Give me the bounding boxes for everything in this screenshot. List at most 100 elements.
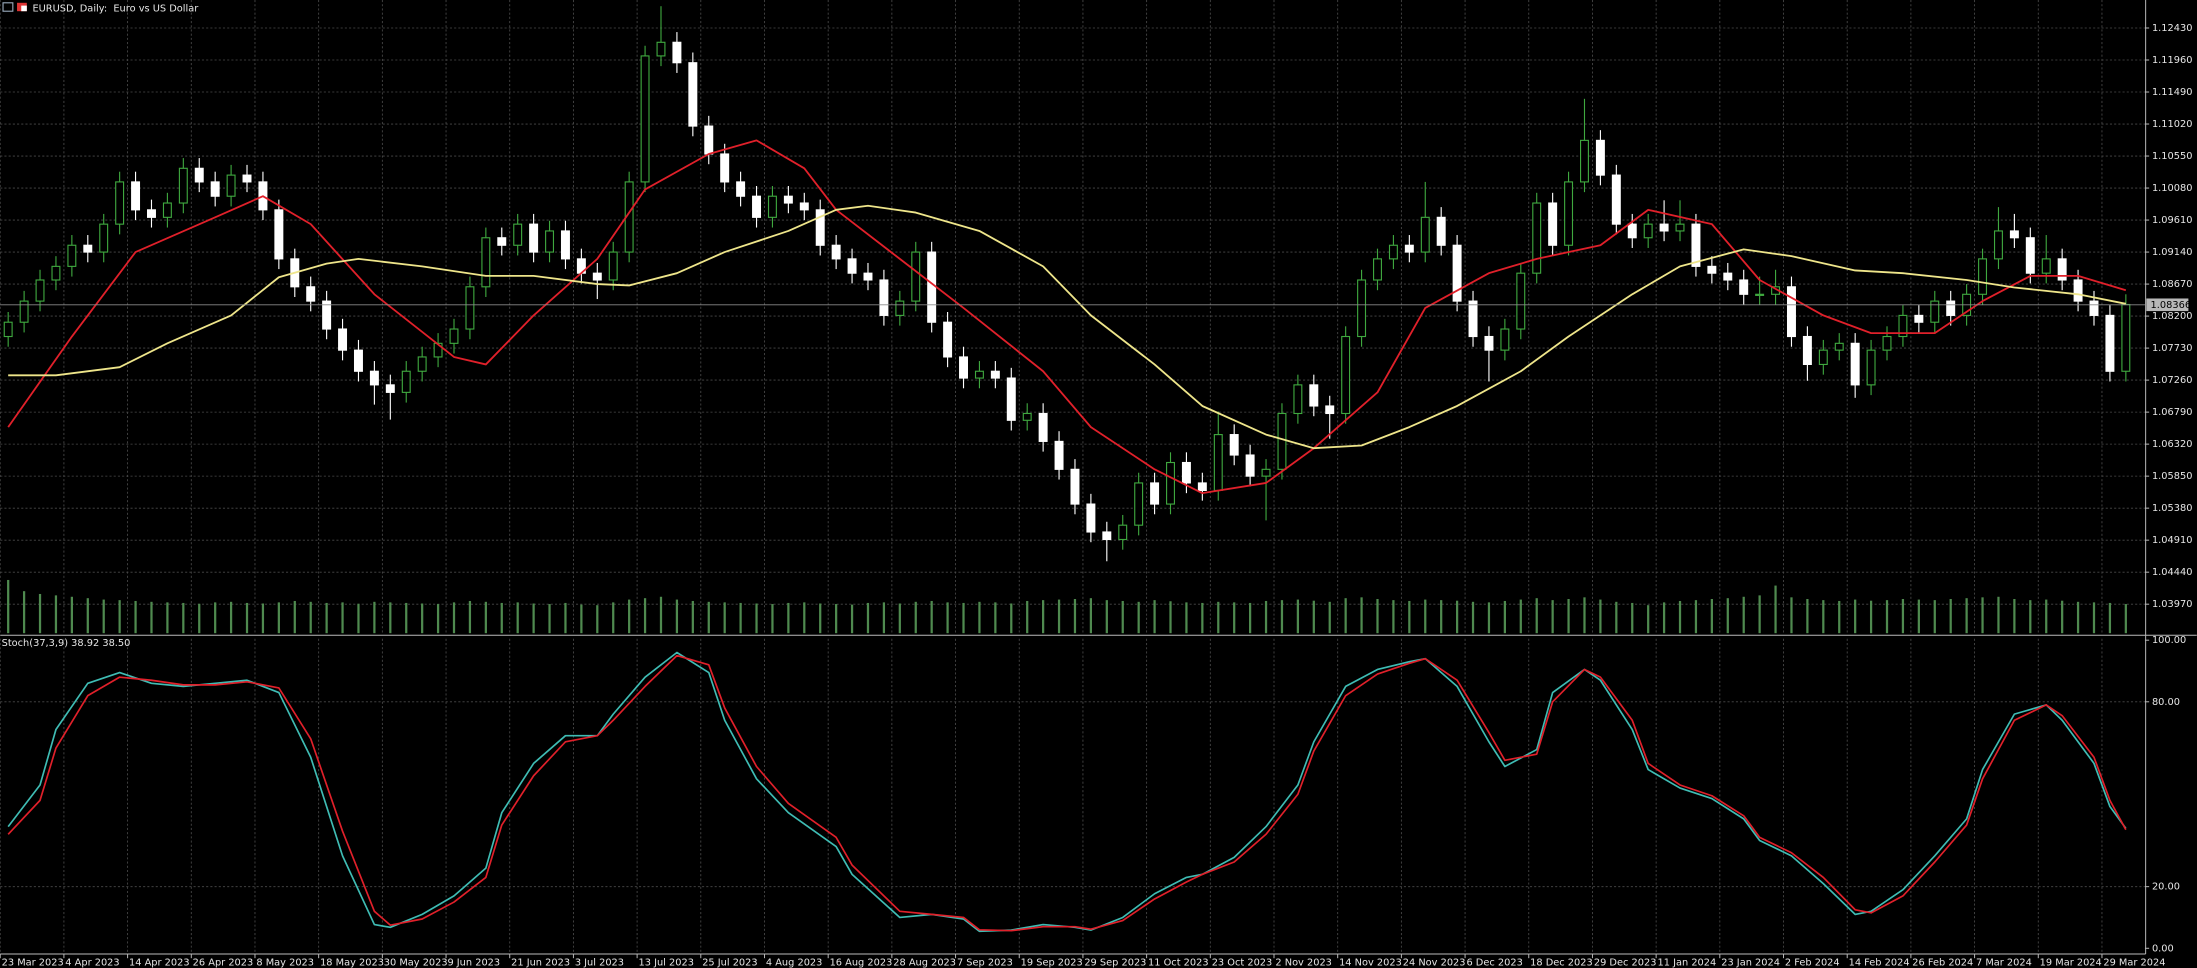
candle-body <box>1293 384 1303 415</box>
candle-body <box>1580 139 1589 183</box>
candle-body <box>1213 434 1223 492</box>
x-tick-label: 19 Mar 2024 <box>2040 957 2102 968</box>
candle-body <box>1261 468 1271 477</box>
line-series <box>7 654 2127 932</box>
y-tick-label: 1.08670 <box>2152 279 2193 290</box>
candle-body <box>529 223 539 253</box>
line-series <box>7 651 2127 933</box>
candle-body <box>943 321 953 358</box>
candle-body <box>990 370 1000 379</box>
candle-body <box>974 370 984 379</box>
y-tick-label: 1.03970 <box>2152 599 2193 610</box>
x-tick-label: 29 Dec 2023 <box>1594 957 1657 968</box>
candle-body <box>752 195 762 218</box>
candle-body <box>1914 314 1924 323</box>
candle-body <box>895 300 905 316</box>
x-tick-label: 13 Jul 2023 <box>639 957 694 968</box>
candle-body <box>1930 300 1940 323</box>
y-tick-label: 1.06790 <box>2152 407 2193 418</box>
candle-body <box>1627 223 1637 239</box>
candle-body <box>1070 468 1080 505</box>
candle-body <box>847 258 857 274</box>
candle-body <box>656 41 666 57</box>
candle-body <box>672 41 682 64</box>
y-tick-label: 1.12430 <box>2152 23 2193 34</box>
candle-body <box>226 174 236 197</box>
candle-body <box>83 244 93 253</box>
y-tick-label: 100.00 <box>2152 635 2186 646</box>
x-tick-label: 2 Feb 2024 <box>1785 957 1840 968</box>
candle-body <box>2121 303 2131 372</box>
candle-body <box>115 181 125 225</box>
candle-body <box>1500 328 1510 351</box>
y-tick-label: 20.00 <box>2152 882 2180 893</box>
candle-body <box>1086 503 1096 533</box>
candle-body <box>1341 335 1351 415</box>
y-tick-label: 1.05380 <box>2152 503 2193 514</box>
candle-body <box>783 195 793 204</box>
candle-body <box>306 286 316 302</box>
candle-body <box>1755 293 1765 296</box>
y-tick-label: 1.04440 <box>2152 567 2193 578</box>
candle-body <box>1564 181 1574 246</box>
candle-body <box>1468 300 1478 338</box>
x-tick-label: 23 Oct 2023 <box>1212 957 1273 968</box>
candle-body <box>1118 524 1128 541</box>
candle-body <box>1946 300 1956 316</box>
x-tick-label: 11 Oct 2023 <box>1148 957 1209 968</box>
candle-body <box>720 153 730 183</box>
candle-body <box>465 286 475 330</box>
candle-body <box>1038 412 1048 442</box>
candle-body <box>1054 440 1064 470</box>
x-tick-label: 2 Nov 2023 <box>1275 957 1332 968</box>
candle-body <box>1611 174 1621 225</box>
x-tick-label: 18 May 2023 <box>320 957 384 968</box>
candle-body <box>1548 202 1558 246</box>
candle-body <box>497 237 507 246</box>
candle-body <box>704 125 714 155</box>
candle-body <box>1388 244 1398 260</box>
candle-body <box>401 370 411 393</box>
indicator-title: Stoch(37,3,9) 38.92 38.50 <box>2 638 131 649</box>
candle-body <box>1404 244 1414 253</box>
candle-body <box>1150 482 1160 505</box>
candle-body <box>449 328 459 344</box>
candle-body <box>1325 405 1335 415</box>
y-tick-label: 1.07260 <box>2152 375 2193 386</box>
candle-body <box>51 265 61 281</box>
x-tick-label: 26 Feb 2024 <box>1912 957 1973 968</box>
candle-body <box>640 55 650 183</box>
candle-body <box>481 237 491 288</box>
icon <box>2 2 14 12</box>
candle-body <box>799 202 809 211</box>
candle-body <box>385 384 395 393</box>
x-tick-label: 7 Sep 2023 <box>957 957 1013 968</box>
y-tick-label: 1.11020 <box>2152 119 2193 130</box>
candle-body <box>1834 342 1844 351</box>
x-tick-label: 14 Feb 2024 <box>1849 957 1910 968</box>
candle-body <box>67 244 77 267</box>
x-tick-label: 29 Sep 2023 <box>1084 957 1146 968</box>
candle-body <box>2025 237 2035 274</box>
candle-body <box>688 62 698 127</box>
candle-body <box>1102 531 1112 541</box>
candle-body <box>767 195 777 218</box>
title-icons <box>2 2 27 12</box>
candle-body <box>1786 286 1796 338</box>
candle-body <box>35 279 45 302</box>
candle-body <box>2057 258 2067 281</box>
candle-body <box>1484 335 1494 351</box>
candle-body <box>513 223 523 246</box>
candle-body <box>1022 412 1032 421</box>
x-tick-label: 14 Apr 2023 <box>129 957 190 968</box>
x-tick-label: 7 Mar 2024 <box>1976 957 2032 968</box>
x-tick-label: 19 Sep 2023 <box>1021 957 1083 968</box>
x-tick-label: 6 Dec 2023 <box>1466 957 1522 968</box>
x-tick-label: 29 Mar 2024 <box>2103 957 2165 968</box>
candle-body <box>2105 314 2115 372</box>
y-tick-label: 1.07730 <box>2152 343 2193 354</box>
candle-body <box>99 223 109 253</box>
x-tick-label: 21 Jun 2023 <box>511 957 570 968</box>
